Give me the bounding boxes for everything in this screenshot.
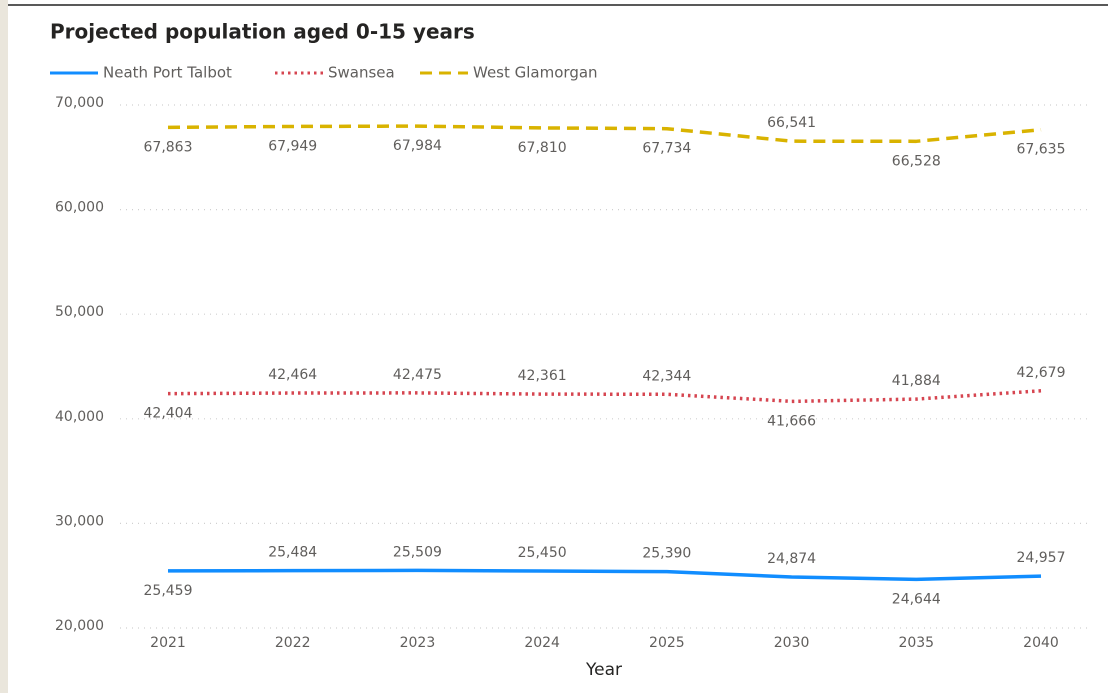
legend-label: Neath Port Talbot xyxy=(103,64,232,82)
x-tick-label: 2040 xyxy=(1023,635,1059,651)
data-label: 67,734 xyxy=(642,141,691,157)
data-label: 67,984 xyxy=(393,138,442,154)
data-label: 41,884 xyxy=(892,373,941,389)
data-label: 66,528 xyxy=(892,153,941,169)
data-label: 42,679 xyxy=(1017,365,1066,381)
data-label: 42,404 xyxy=(144,406,193,422)
data-label: 42,475 xyxy=(393,367,442,383)
data-label: 66,541 xyxy=(767,115,816,131)
data-label: 41,666 xyxy=(767,413,816,429)
y-tick-label: 50,000 xyxy=(55,304,104,320)
data-label: 25,390 xyxy=(642,546,691,562)
x-tick-label: 2030 xyxy=(774,635,810,651)
y-tick-label: 60,000 xyxy=(55,200,104,216)
x-tick-label: 2023 xyxy=(400,635,436,651)
legend-label: Swansea xyxy=(328,64,395,82)
chart-title: Projected population aged 0-15 years xyxy=(50,20,475,44)
y-tick-label: 30,000 xyxy=(55,513,104,529)
x-tick-label: 2022 xyxy=(275,635,311,651)
data-label: 24,644 xyxy=(892,591,941,607)
series-line xyxy=(167,124,1042,144)
x-axis-title: Year xyxy=(585,660,622,680)
data-label: 24,957 xyxy=(1017,550,1066,566)
data-label: 42,464 xyxy=(268,367,317,383)
data-label: 67,810 xyxy=(518,140,567,156)
y-tick-label: 70,000 xyxy=(55,95,104,111)
y-tick-label: 20,000 xyxy=(55,618,104,634)
data-label: 67,863 xyxy=(144,139,193,155)
x-tick-label: 2025 xyxy=(649,635,685,651)
series-line xyxy=(167,568,1042,582)
data-label: 25,484 xyxy=(268,545,317,561)
series-line xyxy=(167,389,1042,404)
data-label: 24,874 xyxy=(767,551,816,567)
data-label: 42,344 xyxy=(642,368,691,384)
data-label: 25,459 xyxy=(144,583,193,599)
side-strip xyxy=(0,0,8,693)
data-label: 25,450 xyxy=(518,545,567,561)
x-tick-label: 2021 xyxy=(150,635,186,651)
y-tick-label: 40,000 xyxy=(55,409,104,425)
data-label: 25,509 xyxy=(393,544,442,560)
data-label: 67,949 xyxy=(268,138,317,154)
legend-label: West Glamorgan xyxy=(473,64,598,82)
x-tick-label: 2035 xyxy=(898,635,934,651)
x-tick-label: 2024 xyxy=(524,635,560,651)
data-label: 42,361 xyxy=(518,368,567,384)
data-label: 67,635 xyxy=(1017,142,1066,158)
